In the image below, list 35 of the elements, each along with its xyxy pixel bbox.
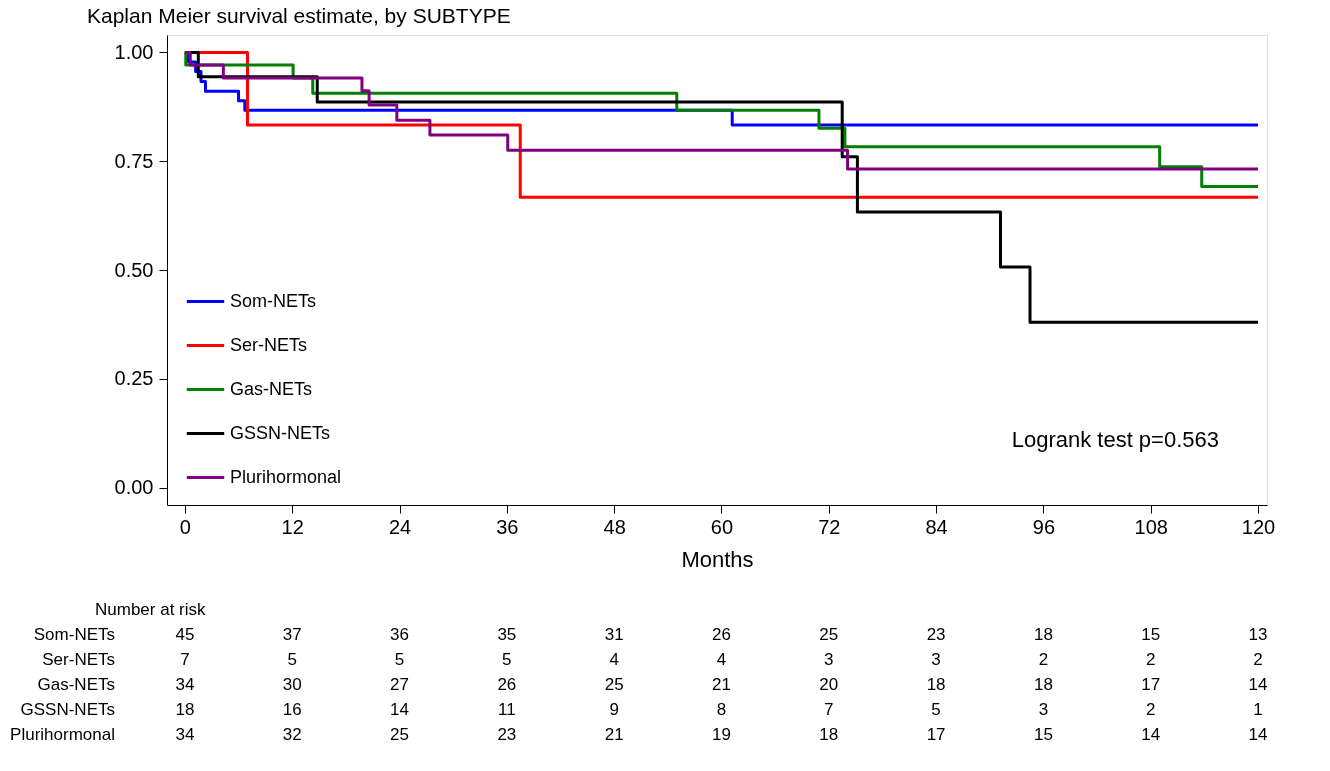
x-tick-label: 96: [1032, 515, 1056, 538]
y-tick-label: 0.00: [114, 476, 154, 499]
y-tick-label: 0.50: [114, 258, 154, 281]
legend-label: Ser-NETs: [230, 334, 308, 355]
x-tick-label: 120: [1241, 515, 1276, 538]
legend-label: GSSN-NETs: [230, 422, 331, 443]
text: 7 5 5 5 4 4 3 3 2 2 2: [180, 650, 1263, 669]
text: Plurihormonal: [10, 725, 115, 744]
y-tick-label: 1.00: [114, 40, 154, 63]
x-tick-label: 108: [1134, 515, 1168, 538]
x-tick-label: 48: [603, 515, 626, 538]
text: Ser-NETs: [42, 650, 115, 669]
chart-title: Kaplan Meier survival estimate, by SUBTYPE: [87, 4, 511, 27]
legend-label: Som-NETs: [230, 290, 317, 311]
x-tick-label: 0: [179, 515, 191, 538]
x-axis-title: Months: [681, 546, 754, 572]
x-tick-label: 24: [388, 515, 412, 538]
legend-label: Gas-NETs: [230, 378, 313, 399]
text: 18 16 14 11 9 8 7 5 3 2 1: [175, 700, 1263, 719]
annotation: Logrank test p=0.563: [1011, 427, 1219, 452]
x-tick-label: 36: [496, 515, 519, 538]
text: GSSN-NETs: [20, 700, 115, 719]
text: Number at risk: [95, 600, 207, 619]
x-tick-label: 12: [281, 515, 304, 538]
text: Gas-NETs: [37, 675, 115, 694]
y-tick-label: 0.25: [114, 367, 154, 390]
y-tick-label: 0.75: [114, 149, 154, 172]
text: 45 37 36 35 31 26 25 23 18 15 13: [175, 625, 1268, 644]
text: 34 30 27 26 25 21 20 18 18 17 14: [175, 675, 1268, 694]
text: 34 32 25 23 21 19 18 17 15 14 14: [175, 725, 1268, 744]
text: Som-NETs: [33, 625, 115, 644]
legend-label: Plurihormonal: [230, 466, 342, 487]
x-tick-label: 84: [925, 515, 948, 538]
x-tick-label: 60: [710, 515, 734, 538]
x-tick-label: 72: [818, 515, 841, 538]
